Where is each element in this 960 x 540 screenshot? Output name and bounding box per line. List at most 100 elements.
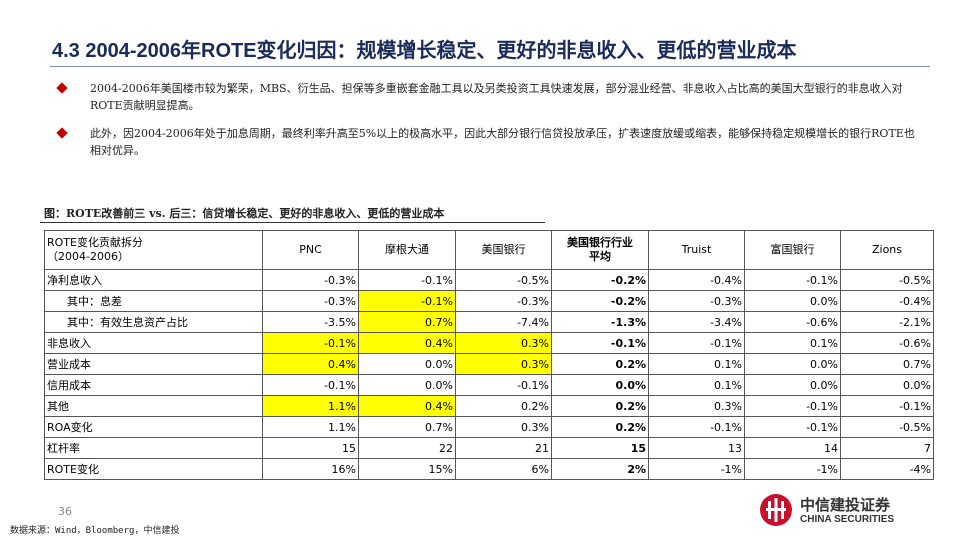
table-row: 非息收入 -0.1% 0.4% 0.3% -0.1% -0.1% 0.1% -0.6% — [44, 332, 934, 354]
table-cell: 0.0% — [551, 374, 649, 396]
table-cell: 0.1% — [648, 353, 745, 375]
table-cell: 22 — [358, 437, 456, 459]
table-cell: 6% — [455, 458, 552, 480]
table-cell: 21 — [455, 437, 552, 459]
title-rule — [50, 66, 930, 67]
page-number: 36 — [58, 505, 72, 518]
table-cell: 0.3% — [455, 332, 552, 354]
table-cell: -0.1% — [744, 269, 841, 291]
table-cell: -0.5% — [455, 269, 552, 291]
table-cell: 1.1% — [262, 416, 359, 438]
table-cell: 15% — [358, 458, 456, 480]
table-cell: -0.3% — [455, 290, 552, 312]
table-cell: 0.7% — [358, 311, 456, 333]
bullet-marker — [56, 82, 68, 94]
logo-text: CHINA SECURITIES — [800, 514, 895, 525]
table-cell: 0.2% — [455, 395, 552, 417]
data-table: ROTE变化贡献拆分 （2004-2006） PNC 摩根大通 美国银行 美国银行行业 … — [44, 230, 934, 480]
column-header: Zions — [840, 230, 934, 270]
table-cell: -0.6% — [744, 311, 841, 333]
table-cell: 7 — [840, 437, 934, 459]
bullet-marker — [56, 127, 68, 139]
table-cell: -0.1% — [744, 395, 841, 417]
row-label: 其他 — [44, 395, 263, 417]
row-label: 净利息收入 — [44, 269, 263, 291]
table-cell: -1% — [648, 458, 745, 480]
table-cell: 0.4% — [358, 395, 456, 417]
table-cell: -0.1% — [262, 374, 359, 396]
table-cell: 13 — [648, 437, 745, 459]
table-cell: -0.3% — [262, 290, 359, 312]
table-cell: 0.4% — [262, 353, 359, 375]
table-cell: -4% — [840, 458, 934, 480]
table-cell: -0.6% — [840, 332, 934, 354]
table-cell: -1% — [744, 458, 841, 480]
table-cell: -0.1% — [551, 332, 649, 354]
column-header: 富国银行 — [744, 230, 841, 270]
table-cell: 0.2% — [551, 416, 649, 438]
logo-icon — [760, 494, 792, 526]
row-label: ROA变化 — [44, 416, 263, 438]
table-cell: 14 — [744, 437, 841, 459]
column-header: PNC — [262, 230, 359, 270]
table-cell: -0.1% — [455, 374, 552, 396]
row-label: 其中：息差 — [44, 290, 263, 312]
table-row: 信用成本 -0.1% 0.0% -0.1% 0.0% 0.1% 0.0% 0.0% — [44, 374, 934, 396]
slide-title: 4.3 2004-2006年ROTE变化归因：规模增长稳定、更好的非息收入、更低… — [52, 40, 797, 62]
table-row: 其中：有效生息资产占比 -3.5% 0.7% -7.4% -1.3% -3.4% -0.6%… — [44, 311, 934, 333]
table-cell: 0.3% — [648, 395, 745, 417]
row-label: 杠杆率 — [44, 437, 263, 459]
table-cell: -0.3% — [648, 290, 745, 312]
caption-rule — [40, 222, 545, 223]
table-cell: 0.4% — [358, 332, 456, 354]
table-row: 营业成本 0.4% 0.0% 0.3% 0.2% 0.1% 0.0% 0.7% — [44, 353, 934, 375]
table-row: 净利息收入 -0.3% -0.1% -0.5% -0.2% -0.4% -0.1% -0.5% — [44, 269, 934, 291]
column-header: 美国银行行业 平均 — [551, 230, 649, 270]
table-cell: -0.1% — [744, 416, 841, 438]
table-cell: -0.5% — [840, 416, 934, 438]
table-cell: 0.3% — [455, 353, 552, 375]
source-note: 数据来源：Wind，Bloomberg，中信建投 — [10, 526, 180, 536]
table-cell: 0.0% — [744, 290, 841, 312]
table-cell: 0.0% — [358, 374, 456, 396]
table-cell: -0.2% — [551, 269, 649, 291]
table-row: 杠杆率 15 22 21 15 13 14 7 — [44, 437, 934, 459]
table-cell: -0.1% — [648, 416, 745, 438]
bullet-text: 2004-2006年美国楼市较为繁荣，MBS、衍生品、担保等多重嵌套金融工具以及… — [90, 82, 903, 112]
table-cell: 0.0% — [840, 374, 934, 396]
table-cell: -0.1% — [262, 332, 359, 354]
table-cell: 0.2% — [551, 395, 649, 417]
table-cell: -3.4% — [648, 311, 745, 333]
table-cell: -0.1% — [840, 395, 934, 417]
table-cell: -0.2% — [551, 290, 649, 312]
table-cell: 0.0% — [744, 353, 841, 375]
table-cell: 0.1% — [648, 374, 745, 396]
header-row: ROTE变化贡献拆分 （2004-2006） PNC 摩根大通 美国银行 美国银行行业 … — [44, 230, 934, 270]
figure-caption: 图：ROTE改善前三 vs. 后三：信贷增长稳定、更好的非息收入、更低的营业成本 — [44, 207, 445, 220]
table-cell: 0.1% — [744, 332, 841, 354]
table-row: 其他 1.1% 0.4% 0.2% 0.2% 0.3% -0.1% -0.1% — [44, 395, 934, 417]
table-cell: 16% — [262, 458, 359, 480]
table-cell: 15 — [551, 437, 649, 459]
table-cell: -0.1% — [358, 269, 456, 291]
table-cell: 0.7% — [358, 416, 456, 438]
table-cell: 0.7% — [840, 353, 934, 375]
row-label: 营业成本 — [44, 353, 263, 375]
table-cell: -0.3% — [262, 269, 359, 291]
table-body: 净利息收入 -0.3% -0.1% -0.5% -0.2% -0.4% -0.1% -0.5%… — [44, 269, 934, 480]
logo-text: 中信建投证券 — [800, 496, 891, 514]
table-cell: 0.2% — [551, 353, 649, 375]
column-header: 摩根大通 — [358, 230, 456, 270]
row-label: ROTE变化 — [44, 458, 263, 480]
column-header: Truist — [648, 230, 745, 270]
table-cell: 0.3% — [455, 416, 552, 438]
table-cell: -7.4% — [455, 311, 552, 333]
table-cell: -2.1% — [840, 311, 934, 333]
table-cell: 15 — [262, 437, 359, 459]
row-label: 信用成本 — [44, 374, 263, 396]
table-cell: 2% — [551, 458, 649, 480]
table-cell: 0.0% — [744, 374, 841, 396]
table-cell: -1.3% — [551, 311, 649, 333]
row-label: 其中：有效生息资产占比 — [44, 311, 263, 333]
